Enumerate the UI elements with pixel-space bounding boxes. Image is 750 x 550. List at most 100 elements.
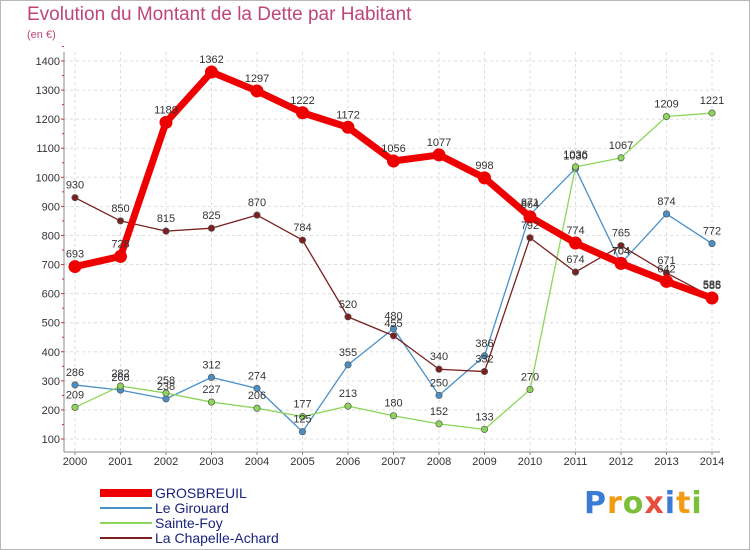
x-tick-label: 2004: [245, 456, 269, 468]
x-tick-label: 2011: [564, 456, 588, 468]
y-tick-label: 800: [42, 230, 60, 242]
series-point-0: [250, 84, 264, 98]
data-label: 152: [430, 406, 448, 418]
series-point-1: [71, 381, 79, 389]
series-point-1: [162, 395, 170, 403]
data-label: 386: [475, 338, 493, 350]
y-tick-label: 100: [42, 434, 60, 446]
data-label: 206: [248, 390, 266, 402]
data-label: 765: [612, 228, 630, 240]
series-point-3: [253, 211, 261, 219]
series-point-3: [71, 194, 79, 202]
series-point-0: [705, 291, 719, 305]
x-tick-label: 2000: [63, 456, 87, 468]
series-point-1: [435, 391, 443, 399]
series-point-2: [708, 109, 716, 117]
data-label: 1209: [654, 99, 678, 111]
data-label: 312: [202, 359, 220, 371]
series-point-2: [389, 412, 398, 420]
data-label: 671: [657, 255, 675, 267]
y-tick-label: 700: [42, 260, 60, 272]
data-label: 825: [202, 210, 220, 222]
y-tick-label: 1000: [36, 172, 60, 184]
series-point-2: [162, 389, 170, 397]
y-tick-label: 1100: [36, 143, 60, 155]
series-point-2: [435, 420, 443, 428]
data-label: 772: [703, 226, 721, 238]
series-point-3: [480, 367, 489, 376]
data-label: 1297: [245, 73, 269, 85]
data-label: 480: [384, 311, 402, 323]
series-point-2: [344, 402, 352, 410]
logo-letter: r: [607, 486, 623, 521]
series-point-2: [298, 413, 307, 421]
x-tick-label: 2012: [609, 456, 633, 468]
legend-swatch: [100, 489, 152, 497]
data-label: 268: [111, 372, 129, 384]
data-label: 125: [293, 414, 311, 426]
data-label: 238: [157, 381, 175, 393]
data-label: 282: [111, 368, 129, 380]
data-label: 784: [293, 222, 311, 234]
data-label: 258: [157, 375, 175, 387]
x-tick-label: 2006: [336, 456, 360, 468]
data-label: 1030: [563, 151, 587, 163]
series-point-1: [389, 324, 398, 333]
data-label: 270: [521, 372, 539, 384]
data-label: 1172: [336, 109, 360, 121]
series-point-2: [526, 386, 534, 394]
data-label: 227: [202, 384, 220, 396]
y-tick-label: 500: [42, 318, 60, 330]
data-label: 332: [475, 354, 493, 366]
x-tick-label: 2001: [108, 456, 132, 468]
data-label: 1036: [563, 149, 587, 161]
series-point-3: [162, 227, 170, 235]
x-tick-label: 2009: [472, 456, 496, 468]
data-label: 642: [657, 263, 675, 275]
series-point-2: [207, 398, 216, 406]
data-label: 180: [384, 398, 402, 410]
series-point-1: [480, 352, 489, 360]
series-point-0: [341, 120, 355, 134]
series-point-3: [435, 365, 443, 373]
data-label: 704: [612, 245, 630, 257]
series-point-1: [708, 240, 716, 248]
series-point-0: [205, 65, 218, 79]
series-point-3: [344, 313, 352, 321]
y-tick-label: 400: [42, 347, 60, 359]
series-point-2: [617, 154, 625, 162]
data-label: 998: [475, 160, 493, 172]
x-tick-label: 2014: [700, 456, 724, 468]
data-label: 930: [66, 180, 84, 192]
data-label: 1067: [609, 140, 633, 152]
series-point-1: [298, 428, 307, 436]
series-point-0: [432, 148, 446, 162]
series-point-2: [480, 425, 489, 433]
series-point-0: [68, 260, 82, 274]
data-label: 792: [521, 220, 539, 232]
series-point-0: [660, 274, 673, 288]
series-point-3: [389, 332, 398, 340]
series-point-3: [207, 224, 216, 232]
series-point-0: [296, 106, 309, 120]
data-label: 1222: [290, 95, 314, 107]
series-point-0: [523, 210, 537, 224]
series-point-0: [114, 249, 127, 263]
x-tick-label: 2002: [154, 456, 178, 468]
data-label: 874: [657, 196, 675, 208]
series-point-3: [526, 234, 534, 242]
series-point-0: [387, 154, 400, 168]
legend-item: La Chapelle-Achard: [100, 530, 279, 546]
y-tick-label: 200: [42, 405, 60, 417]
series-point-2: [71, 403, 79, 411]
data-label: 774: [566, 225, 584, 237]
series-point-1: [344, 361, 352, 369]
data-label: 1077: [427, 137, 451, 149]
data-label: 177: [293, 399, 311, 411]
series-point-0: [614, 256, 628, 270]
series-point-3: [298, 236, 307, 244]
data-label: 815: [157, 213, 175, 225]
data-label: 693: [66, 249, 84, 261]
data-label: 585: [703, 280, 721, 292]
data-label: 455: [384, 318, 402, 330]
